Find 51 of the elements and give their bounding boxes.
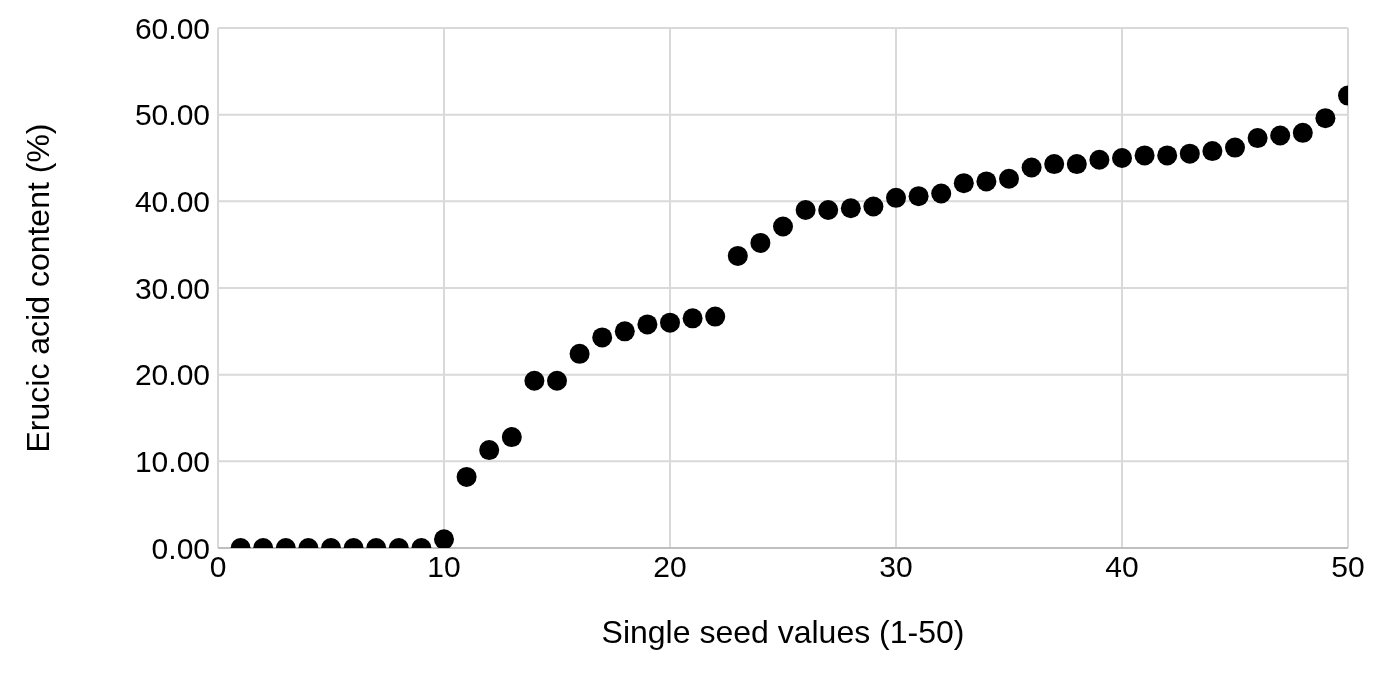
point (886, 187, 906, 208)
point (818, 200, 839, 220)
y-tick-label: 30.00 (134, 271, 210, 305)
y-tick-label: 0.00 (151, 531, 210, 565)
point (999, 168, 1019, 189)
point (1292, 122, 1313, 143)
point (1021, 157, 1042, 178)
x-tick-label: 10 (427, 550, 461, 584)
point (705, 306, 726, 327)
point (795, 200, 816, 220)
point (863, 196, 884, 217)
x-tick-label: 30 (879, 550, 913, 584)
point (1202, 141, 1223, 162)
point (976, 171, 997, 192)
point (682, 308, 703, 329)
point (1315, 108, 1336, 129)
point (931, 183, 952, 204)
x-tick-label: 20 (653, 550, 687, 584)
point (1066, 154, 1087, 175)
point (1247, 128, 1268, 149)
point (614, 321, 635, 342)
point (1179, 143, 1200, 164)
point (569, 343, 590, 364)
y-tick-label: 20.00 (134, 358, 210, 392)
point (908, 186, 929, 207)
point (547, 370, 567, 391)
point (1044, 154, 1065, 175)
y-tick-label: 60.00 (134, 11, 210, 45)
point (750, 232, 771, 253)
x-axis-title: Single seed values (1-50) (601, 614, 965, 650)
y-tick-label: 40.00 (134, 184, 210, 218)
point (1270, 125, 1291, 146)
x-tick-label: 50 (1331, 550, 1365, 584)
point (773, 216, 793, 237)
y-tick-label: 10.00 (134, 444, 210, 478)
point (524, 370, 545, 391)
point (660, 312, 680, 333)
point (1089, 149, 1110, 170)
point (1112, 148, 1132, 168)
point (953, 173, 974, 194)
point (1157, 145, 1178, 166)
point (1225, 137, 1245, 158)
point (637, 314, 658, 335)
point (727, 245, 748, 266)
point (840, 198, 861, 219)
y-axis-title: Erucic acid content (%) (20, 123, 57, 453)
x-tick-label: 40 (1105, 550, 1139, 584)
x-tick-label: 0 (209, 550, 227, 584)
point (1134, 145, 1155, 166)
y-tick-label: 50.00 (134, 98, 210, 132)
point (592, 327, 613, 348)
